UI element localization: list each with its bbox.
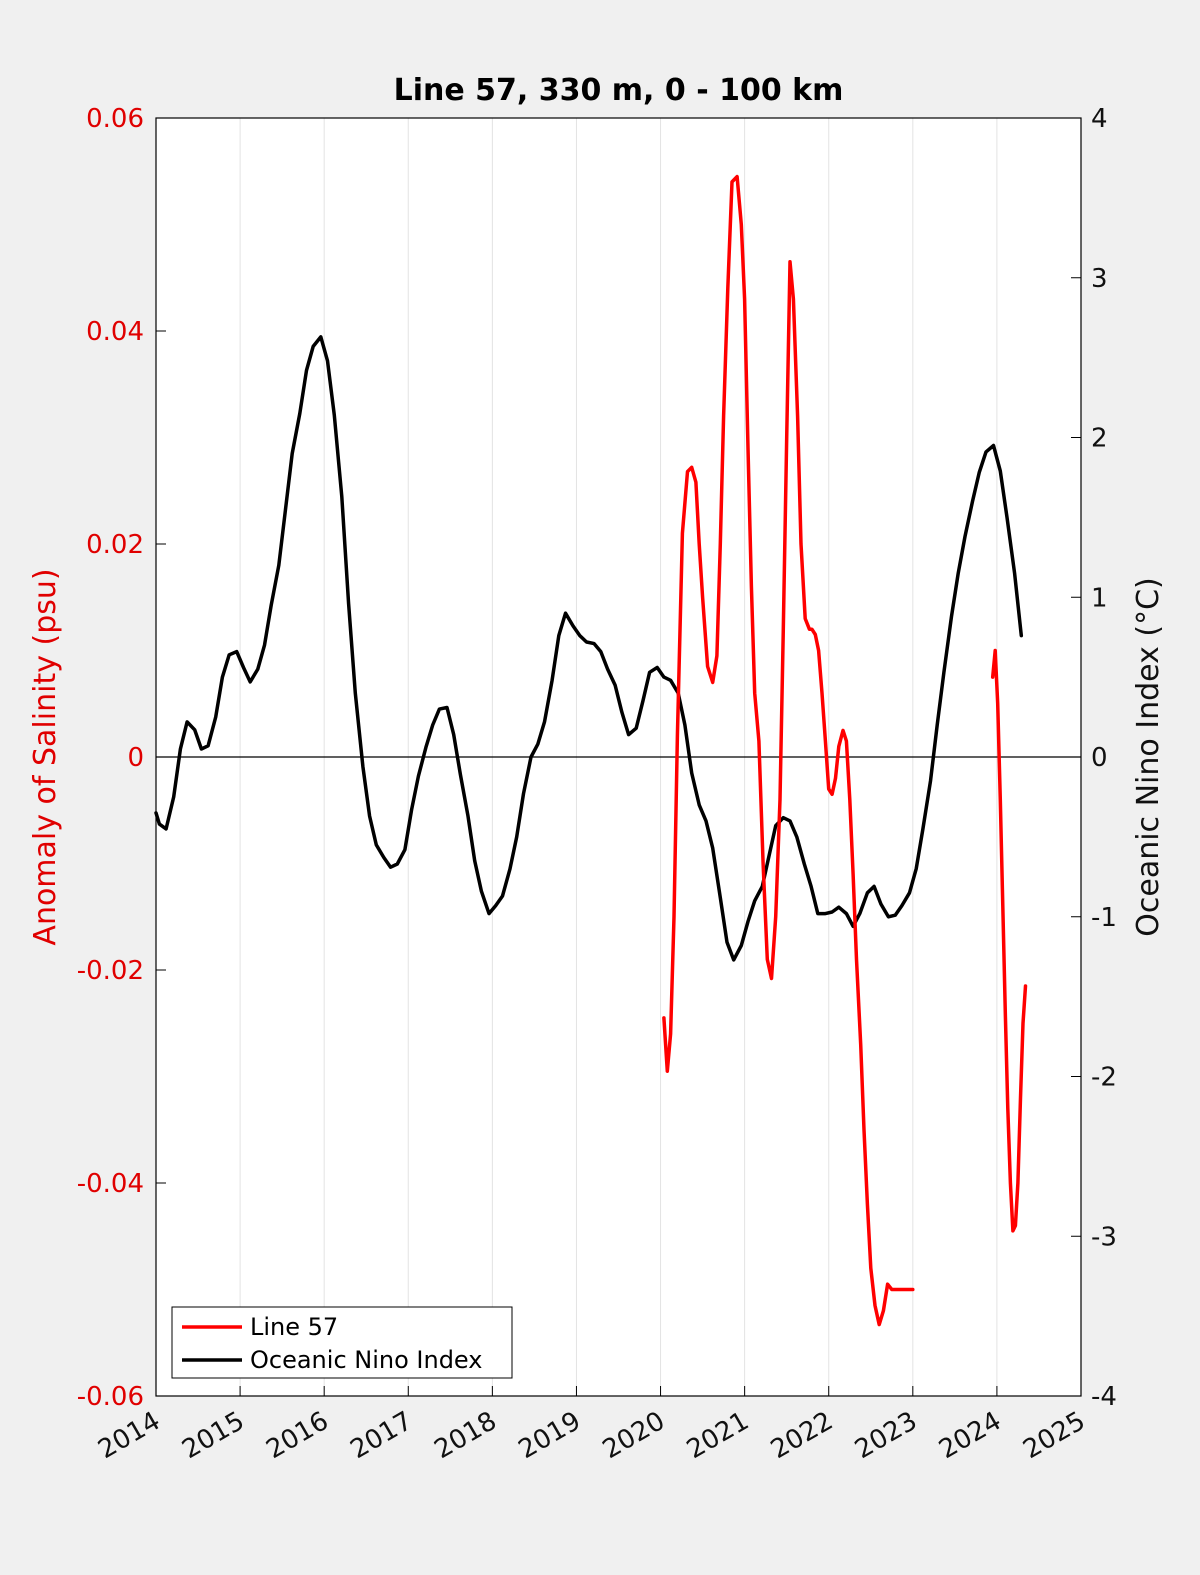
y-right-tick-label: -3 bbox=[1091, 1222, 1117, 1252]
legend: Line 57 Oceanic Nino Index bbox=[171, 1306, 513, 1379]
series-line-line57-segment-1 bbox=[662, 174, 915, 1327]
y-right-tick-label: 0 bbox=[1091, 743, 1108, 773]
series-line-oceanic-nino-index bbox=[154, 335, 1024, 962]
y-left-tick-label: -0.02 bbox=[77, 956, 144, 986]
y-right-tick-label: -1 bbox=[1091, 903, 1117, 933]
y-right-tick-label: -4 bbox=[1091, 1382, 1117, 1412]
y-left-tick-label: 0.06 bbox=[86, 104, 144, 134]
y-left-tick-label: -0.06 bbox=[77, 1382, 144, 1412]
series-line-line57-segment-2 bbox=[990, 648, 1028, 1233]
chart-title: Line 57, 330 m, 0 - 100 km bbox=[394, 73, 844, 108]
series-layer bbox=[154, 174, 1028, 1327]
y-axis-right-label: Oceanic Nino Index (°C) bbox=[1131, 577, 1166, 937]
legend-label-oni: Oceanic Nino Index bbox=[250, 1346, 482, 1374]
y-right-tick-label: 4 bbox=[1091, 104, 1108, 134]
y-right-tick-label: 2 bbox=[1091, 424, 1108, 454]
y-left-tick-label: 0 bbox=[127, 743, 144, 773]
y-right-tick-label: 1 bbox=[1091, 583, 1108, 613]
y-left-tick-label: 0.04 bbox=[86, 317, 144, 347]
y-right-tick-label: 3 bbox=[1091, 264, 1108, 294]
tick-marks bbox=[155, 117, 1082, 1397]
legend-box bbox=[171, 1306, 513, 1379]
y-axis-left-label: Anomaly of Salinity (psu) bbox=[28, 568, 63, 945]
legend-label-line57: Line 57 bbox=[250, 1313, 338, 1341]
y-left-tick-label: 0.02 bbox=[86, 530, 144, 560]
y-left-tick-label: -0.04 bbox=[77, 1169, 144, 1199]
y-right-tick-label: -2 bbox=[1091, 1063, 1117, 1093]
